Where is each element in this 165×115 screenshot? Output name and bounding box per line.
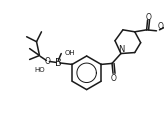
- Text: O: O: [111, 73, 117, 82]
- Text: O: O: [44, 56, 50, 65]
- Text: O: O: [146, 12, 151, 21]
- Text: O: O: [157, 22, 163, 31]
- Text: N: N: [118, 44, 124, 53]
- Text: B: B: [55, 58, 62, 68]
- Text: OH: OH: [64, 49, 75, 55]
- Text: HO: HO: [35, 67, 45, 73]
